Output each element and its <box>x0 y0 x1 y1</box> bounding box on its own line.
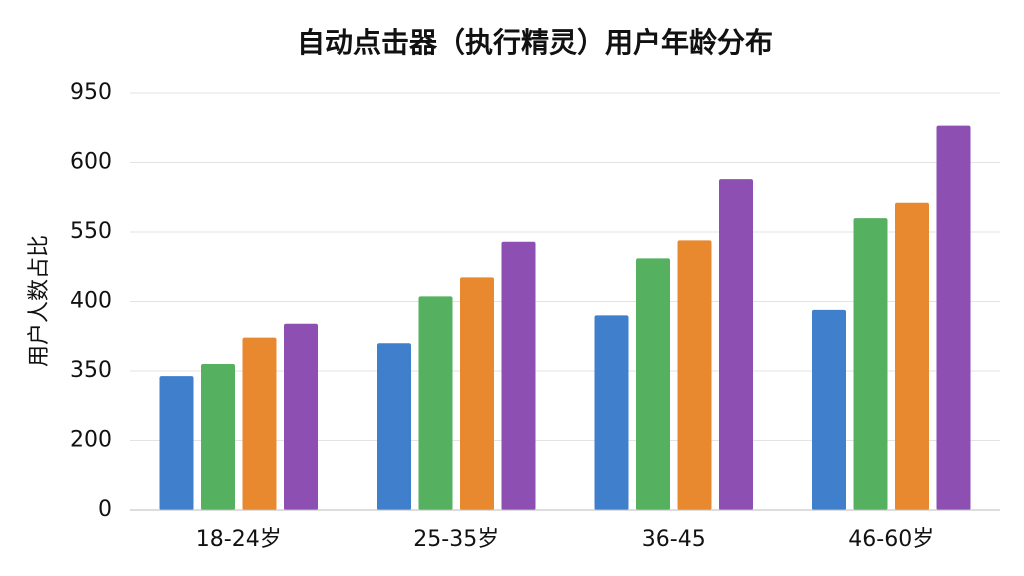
x-tick-label: 46-60岁 <box>848 527 934 552</box>
bar <box>284 323 318 510</box>
bar <box>812 309 846 510</box>
bar <box>719 179 753 510</box>
y-tick-label: 400 <box>70 289 112 314</box>
bar <box>501 241 536 511</box>
bar <box>159 376 194 510</box>
x-tick-label: 18-24岁 <box>196 527 282 552</box>
y-tick-label: 200 <box>70 428 112 453</box>
y-tick-label: 600 <box>70 150 112 175</box>
x-tick-label: 25-35岁 <box>413 527 499 552</box>
bar <box>636 258 670 510</box>
bar <box>853 218 888 510</box>
y-tick-label: 550 <box>70 219 112 244</box>
bar <box>377 343 411 510</box>
chart-title: 自动点击器（执行精灵）用户年龄分布 <box>297 26 773 59</box>
bar <box>242 337 277 510</box>
bar <box>418 296 453 510</box>
bar <box>201 364 235 510</box>
y-tick-label: 950 <box>70 80 112 105</box>
bar <box>936 125 971 511</box>
y-tick-label: 350 <box>70 358 112 383</box>
bar <box>594 315 629 510</box>
y-tick-label: 0 <box>98 497 112 522</box>
bar <box>677 240 712 510</box>
bar <box>460 277 494 510</box>
x-tick-label: 36-45 <box>642 527 706 552</box>
bar <box>895 202 929 510</box>
y-axis-label: 用户人数占比 <box>27 235 52 367</box>
